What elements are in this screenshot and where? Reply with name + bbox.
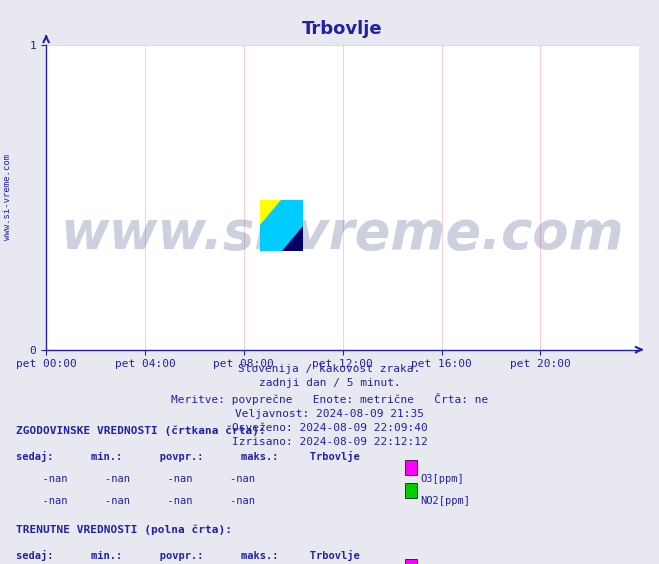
Text: sedaj:      min.:      povpr.:      maks.:     Trbovlje: sedaj: min.: povpr.: maks.: Trbovlje <box>16 451 360 462</box>
Text: ZGODOVINSKE VREDNOSTI (črtkana črta):: ZGODOVINSKE VREDNOSTI (črtkana črta): <box>16 426 266 437</box>
Text: O3[ppm]: O3[ppm] <box>420 474 464 484</box>
Text: -nan      -nan      -nan      -nan: -nan -nan -nan -nan <box>30 474 254 484</box>
Polygon shape <box>282 226 303 251</box>
Text: www.si-vreme.com: www.si-vreme.com <box>3 155 13 240</box>
Text: -nan      -nan      -nan      -nan: -nan -nan -nan -nan <box>30 496 254 506</box>
Polygon shape <box>260 200 282 226</box>
Polygon shape <box>260 200 303 251</box>
Text: sedaj:      min.:      povpr.:      maks.:     Trbovlje: sedaj: min.: povpr.: maks.: Trbovlje <box>16 550 360 561</box>
Text: Slovenija / kakovost zraka.
zadnji dan / 5 minut.
Meritve: povprečne   Enote: me: Slovenija / kakovost zraka. zadnji dan /… <box>171 364 488 447</box>
Text: NO2[ppm]: NO2[ppm] <box>420 496 471 506</box>
Title: Trbovlje: Trbovlje <box>302 20 383 38</box>
Text: TRENUTNE VREDNOSTI (polna črta):: TRENUTNE VREDNOSTI (polna črta): <box>16 525 233 535</box>
Text: www.si-vreme.com: www.si-vreme.com <box>61 208 625 260</box>
